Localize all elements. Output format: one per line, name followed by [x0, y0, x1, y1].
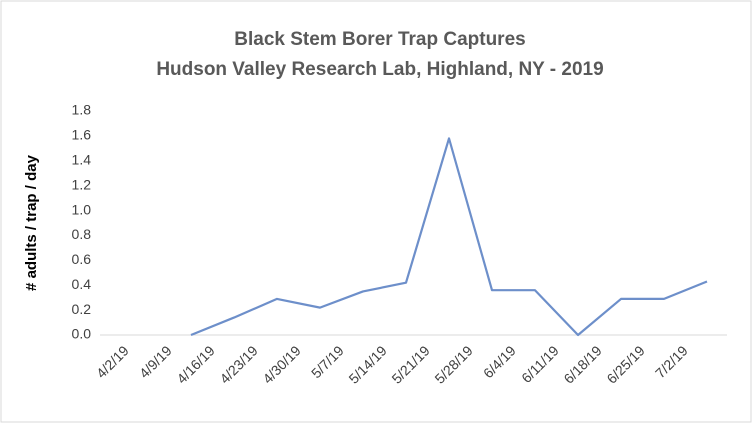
chart-subtitle: Hudson Valley Research Lab, Highland, NY…: [156, 59, 603, 80]
y-tick-label: 0.6: [72, 251, 92, 267]
y-tick-label: 1.2: [72, 176, 92, 192]
y-axis-label: # adults / trap / day: [23, 154, 40, 291]
y-tick-label: 1.0: [72, 201, 92, 217]
y-tick-label: 0.4: [72, 276, 92, 292]
y-tick-label: 1.4: [72, 151, 92, 167]
y-tick-label: 0.8: [72, 226, 92, 242]
chart-title: Black Stem Borer Trap Captures: [234, 29, 525, 50]
line-series: [190, 137, 708, 337]
y-tick-label: 1.6: [72, 127, 92, 143]
y-tick-label: 0.0: [72, 326, 92, 342]
y-tick-label: 0.2: [72, 301, 92, 317]
y-tick-label: 1.8: [72, 102, 92, 118]
